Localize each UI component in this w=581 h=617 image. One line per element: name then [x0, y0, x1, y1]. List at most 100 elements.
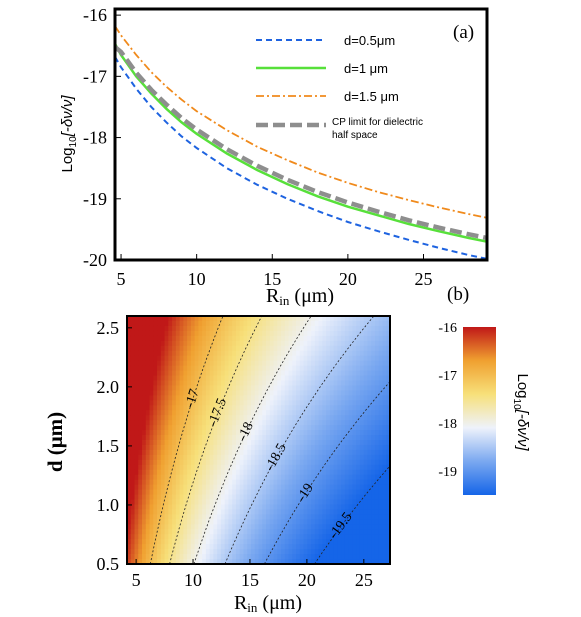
- heatmap-cell: [179, 350, 184, 357]
- heatmap-cell: [281, 539, 286, 545]
- heatmap-cell: [179, 355, 184, 362]
- heatmap-cell: [232, 400, 237, 406]
- heatmap-cell: [183, 440, 188, 446]
- heatmap-cell: [145, 539, 151, 545]
- heatmap-cell: [341, 464, 346, 471]
- heatmap-cell: [378, 415, 384, 421]
- heatmap-cell: [190, 539, 196, 545]
- heatmap-cell: [145, 395, 151, 401]
- heatmap-cell: [179, 489, 184, 496]
- heatmap-cell: [142, 504, 147, 511]
- heatmap-cell: [217, 440, 222, 446]
- heatmap-cell: [262, 345, 267, 352]
- heatmap-cell: [288, 524, 293, 530]
- heatmap-cell: [262, 479, 267, 486]
- heatmap-cell: [318, 410, 323, 416]
- heatmap-cell: [153, 395, 158, 401]
- heatmap-cell: [254, 375, 260, 382]
- heatmap-cell: [130, 335, 136, 342]
- heatmap-cell: [341, 459, 346, 466]
- heatmap-cell: [262, 539, 267, 545]
- heatmap-cell: [273, 544, 278, 550]
- heatmap-cell: [307, 390, 312, 396]
- heatmap-cell: [164, 479, 169, 486]
- heatmap-cell: [262, 559, 267, 564]
- heatmap-cell: [130, 380, 136, 387]
- heatmap-cell: [281, 420, 286, 426]
- heatmap-cell: [224, 539, 230, 545]
- heatmap-cell: [168, 454, 173, 461]
- heatmap-cell: [250, 420, 256, 426]
- heatmap-cell: [341, 430, 346, 436]
- heatmap-cell: [269, 316, 275, 322]
- heatmap-cell: [224, 554, 230, 560]
- heatmap-cell: [266, 559, 271, 564]
- heatmap-cell: [220, 430, 226, 436]
- heatmap-cell: [202, 350, 207, 357]
- heatmap-cell: [235, 340, 241, 347]
- heatmap-cell: [232, 316, 237, 322]
- heatmap-cell: [303, 430, 308, 436]
- heatmap-cell: [273, 430, 278, 436]
- heatmap-cell: [164, 385, 169, 391]
- heatmap-cell: [348, 494, 354, 501]
- heatmap-cell: [235, 395, 241, 401]
- heatmap-cell: [277, 479, 282, 486]
- heatmap-cell: [329, 544, 335, 550]
- heatmap-cell: [239, 474, 245, 481]
- heatmap-cell: [202, 489, 207, 496]
- heatmap-cell: [228, 410, 233, 416]
- heatmap-cell: [269, 380, 275, 387]
- heatmap-cell: [307, 375, 312, 382]
- heatmap-cell: [359, 430, 365, 436]
- heatmap-cell: [250, 514, 256, 520]
- heatmap-cell: [187, 335, 192, 342]
- heatmap-cell: [220, 494, 226, 501]
- heatmap-cell: [239, 360, 245, 367]
- heatmap-cell: [382, 380, 387, 387]
- heatmap-cell: [266, 316, 271, 322]
- heatmap-cell: [326, 554, 331, 560]
- heatmap-cell: [190, 494, 196, 501]
- heatmap-cell: [202, 390, 207, 396]
- heatmap-cell: [149, 484, 154, 491]
- heatmap-cell: [232, 499, 237, 506]
- heatmap-cell: [254, 325, 260, 332]
- heatmap-cell: [288, 330, 293, 337]
- heatmap-cell: [318, 519, 323, 525]
- heatmap-cell: [341, 375, 346, 382]
- heatmap-cell: [183, 355, 188, 362]
- heatmap-cell: [145, 549, 151, 555]
- heatmap-cell: [247, 430, 252, 436]
- heatmap-cell: [138, 514, 143, 520]
- heatmap-cell: [348, 400, 354, 406]
- heatmap-cell: [322, 479, 327, 486]
- heatmap-cell: [160, 395, 166, 401]
- heatmap-cell: [228, 355, 233, 362]
- heatmap-cell: [190, 400, 196, 406]
- heatmap-cell: [254, 544, 260, 550]
- heatmap-cell: [168, 524, 173, 530]
- heatmap-cell: [322, 494, 327, 501]
- heatmap-cell: [145, 509, 151, 515]
- heatmap-cell: [138, 469, 143, 476]
- heatmap-cell: [224, 454, 230, 461]
- heatmap-cell: [145, 489, 151, 496]
- heatmap-cell: [348, 539, 354, 545]
- heatmap-cell: [149, 509, 154, 515]
- heatmap-cell: [281, 444, 286, 451]
- heatmap-cell: [386, 484, 390, 491]
- heatmap-cell: [333, 509, 338, 515]
- heatmap-cell: [175, 444, 181, 451]
- heatmap-cell: [224, 435, 230, 441]
- series-line-2: [115, 25, 487, 219]
- heatmap-cell: [190, 435, 196, 441]
- heatmap-cell: [269, 499, 275, 506]
- heatmap-cell: [288, 320, 293, 327]
- heatmap-cell: [269, 469, 275, 476]
- heatmap-cell: [127, 554, 132, 560]
- heatmap-cell: [250, 360, 256, 367]
- heatmap-cell: [296, 390, 301, 396]
- heatmap-cell: [160, 380, 166, 387]
- heatmap-cell: [266, 549, 271, 555]
